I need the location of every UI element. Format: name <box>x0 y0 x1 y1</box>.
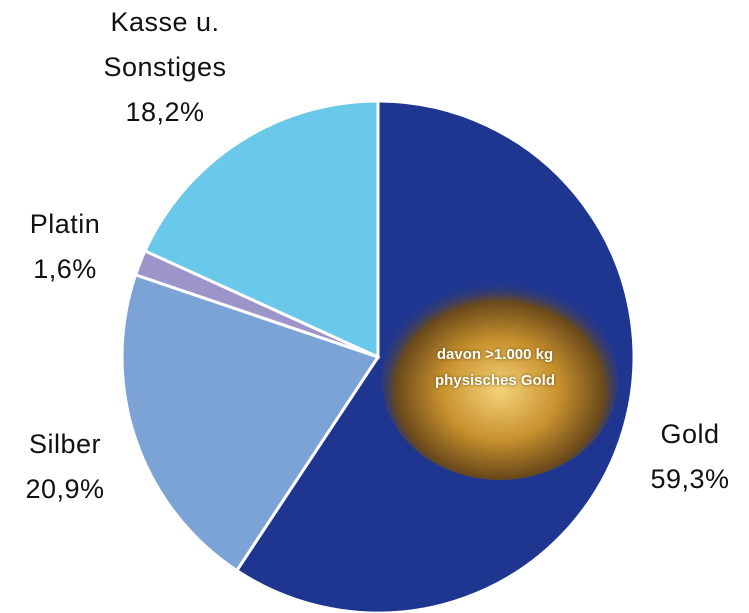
annotation: davon >1.000 kg physisches Gold <box>434 346 556 389</box>
slice-label: Kasse u. Sonstiges 18,2% <box>75 0 255 135</box>
slice-label: Gold 59,3% <box>600 412 749 502</box>
slice-label: Silber 20,9% <box>0 422 150 512</box>
category-label: Kasse u. Sonstiges <box>103 7 227 82</box>
value-label: 20,9% <box>25 474 105 504</box>
gold-image <box>382 280 618 480</box>
category-label: Silber <box>28 429 102 459</box>
category-label: Gold <box>660 419 720 449</box>
value-label: 1,6% <box>33 254 97 284</box>
value-label: 59,3% <box>650 464 730 494</box>
pie-slice <box>143 99 380 360</box>
slice-label: Platin 1,6% <box>0 202 150 292</box>
pie-slice <box>120 272 381 573</box>
category-label: Platin <box>29 209 101 239</box>
value-label: 18,2% <box>125 97 205 127</box>
